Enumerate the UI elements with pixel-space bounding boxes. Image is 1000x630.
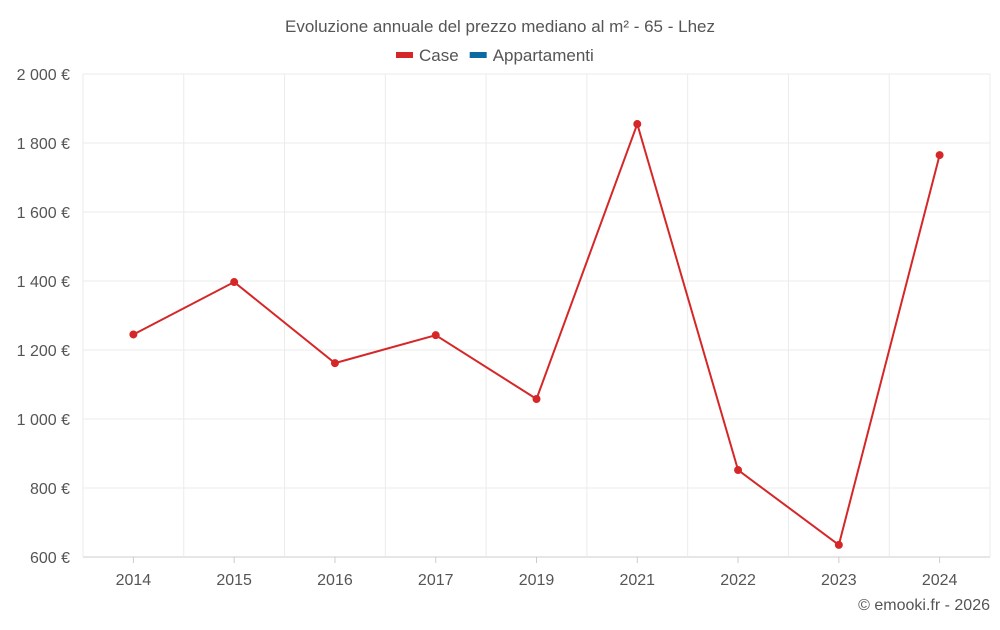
data-point	[734, 466, 743, 475]
y-axis: 600 € 800 € 1 000 € 1 200 € 1 400 € 1 600 € 1 …	[17, 67, 70, 567]
legend-swatch	[396, 52, 413, 58]
y-tick-label: 1 600 €	[17, 205, 70, 222]
data-point	[532, 394, 541, 403]
x-tick-label: 2014	[116, 572, 152, 589]
legend-label: Case	[419, 46, 459, 65]
data-point	[330, 359, 339, 368]
credit: © emooki.fr - 2026	[858, 597, 990, 614]
series	[129, 120, 944, 549]
x-tick-label: 2016	[317, 572, 353, 589]
grid	[82, 73, 991, 558]
x-tick-label: 2021	[619, 572, 655, 589]
x-axis: 2014 2015 2016 2017 2019 2021 2022 2023 2024	[116, 557, 958, 589]
x-tick-label: 2023	[821, 572, 857, 589]
data-point	[834, 540, 843, 549]
series-line-case	[132, 120, 941, 547]
y-tick-label: 2 000 €	[17, 67, 70, 84]
y-tick-label: 800 €	[30, 481, 70, 498]
x-tick-label: 2024	[922, 572, 958, 589]
legend: Case Appartamenti	[396, 46, 594, 65]
y-tick-label: 1 800 €	[17, 136, 70, 153]
legend-label: Appartamenti	[493, 46, 594, 65]
x-tick-label: 2022	[720, 572, 756, 589]
y-tick-label: 1 400 €	[17, 274, 70, 291]
data-point	[633, 120, 642, 129]
legend-swatch	[469, 52, 487, 58]
y-tick-label: 1 000 €	[17, 412, 70, 429]
y-tick-label: 1 200 €	[17, 343, 70, 360]
data-point	[935, 151, 944, 160]
data-point	[230, 278, 239, 287]
data-point	[129, 330, 138, 339]
x-tick-label: 2019	[519, 572, 555, 589]
chart-title: Evoluzione annuale del prezzo mediano al…	[285, 17, 715, 36]
x-tick-label: 2017	[418, 572, 454, 589]
x-tick-label: 2015	[216, 572, 252, 589]
y-tick-label: 600 €	[30, 550, 70, 567]
data-point	[431, 331, 440, 340]
